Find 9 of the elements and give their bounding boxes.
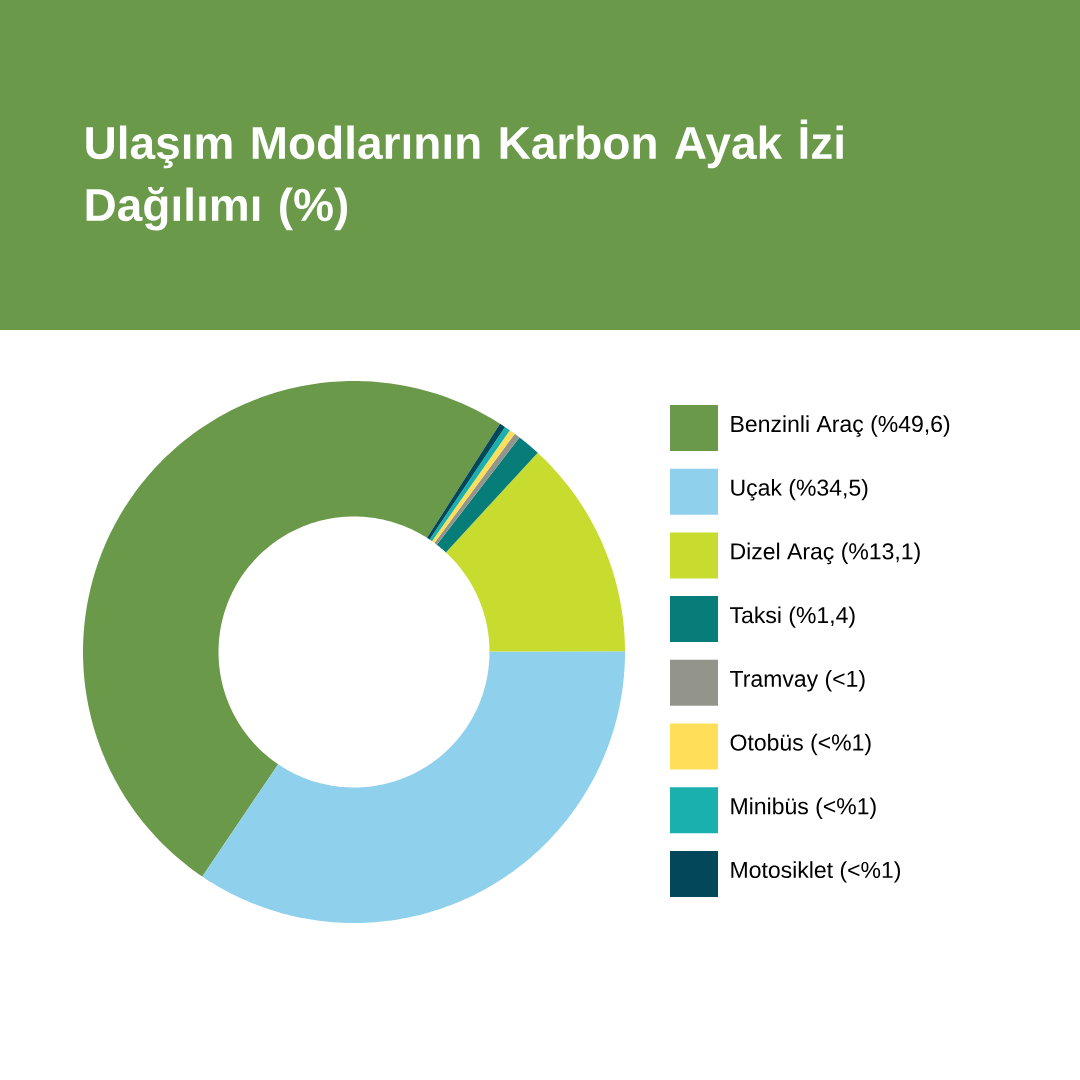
legend-label: Taksi (%1,4) [730, 606, 855, 628]
legend-label: Tramvay (<1) [730, 670, 865, 692]
legend-label: Otobüs (<%1) [730, 733, 871, 756]
legend-label: Motosiklet (<%1) [731, 861, 900, 883]
chart-title: Ulaşım Modlarının Karbon Ayak İzi Dağılımı (%) [86, 119, 843, 231]
legend-label: Uçak (%34,5) [731, 478, 868, 501]
legend-label: Minibüs (<%1) [731, 797, 876, 819]
legend-label: Benzinli Araç (%49,6) [731, 415, 950, 437]
legend-label: Dizel Araç (%13,1) [731, 542, 920, 565]
